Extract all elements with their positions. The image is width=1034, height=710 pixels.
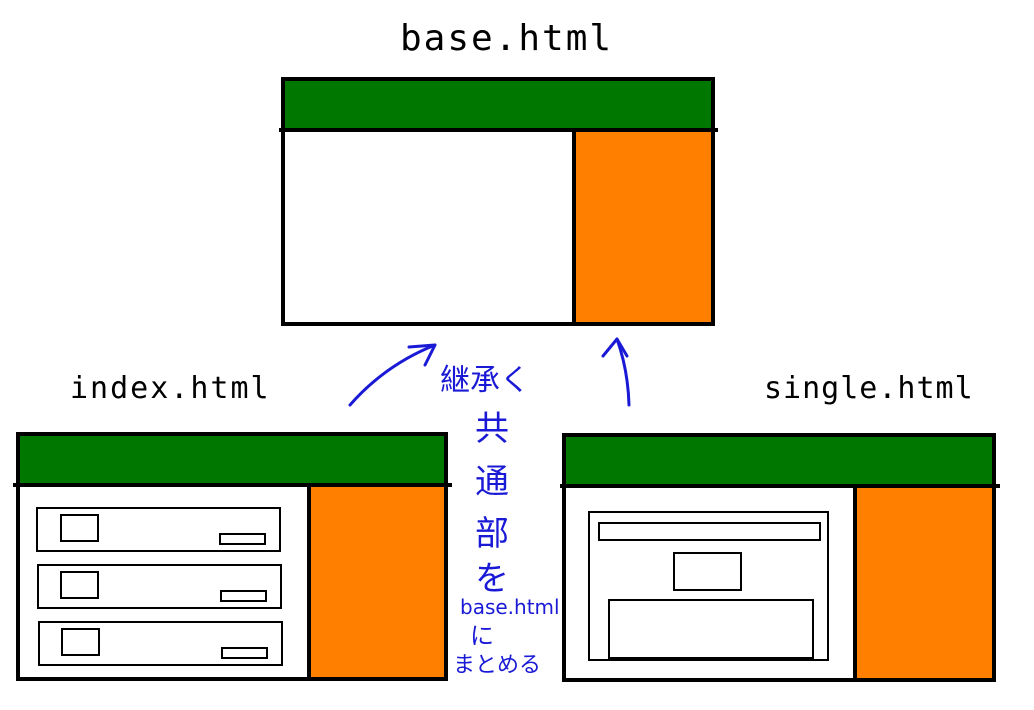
single-layout [560, 433, 1000, 682]
index-header [20, 436, 444, 484]
inherit-arrow-right [601, 337, 631, 407]
annotation-particle: に [470, 622, 494, 650]
base-sidebar [574, 132, 711, 322]
annotation-char-1: 共 [475, 409, 509, 449]
article-thumbnail [60, 571, 99, 599]
index-article-card [37, 564, 282, 609]
article-image [673, 552, 742, 591]
article-body [608, 599, 814, 659]
index-title: index.html [70, 371, 271, 406]
inherit-annotation: 継承く [440, 363, 530, 398]
single-article [588, 511, 829, 661]
article-link [219, 533, 266, 545]
base-title: base.html [400, 18, 613, 59]
index-article-card [38, 621, 283, 666]
index-sidebar [309, 487, 444, 677]
single-title: single.html [764, 371, 974, 406]
article-link [221, 647, 268, 659]
annotation-char-4: を [475, 559, 509, 599]
index-layout [13, 432, 452, 681]
annotation-target: base.html [460, 595, 560, 619]
index-article-card [36, 507, 281, 552]
base-layout [279, 77, 718, 326]
annotation-char-3: 部 [475, 514, 509, 554]
common-part-annotation: 共 通 部 を base.html に まとめる [453, 409, 560, 678]
article-link [220, 590, 267, 602]
single-header [566, 437, 992, 485]
annotation-verb: まとめる [453, 653, 541, 678]
base-header [285, 81, 711, 130]
article-heading [598, 522, 821, 541]
article-thumbnail [60, 514, 99, 542]
inherit-arrow-left [348, 343, 437, 407]
annotation-char-2: 通 [475, 462, 509, 502]
article-thumbnail [61, 628, 100, 656]
single-sidebar [855, 488, 992, 678]
